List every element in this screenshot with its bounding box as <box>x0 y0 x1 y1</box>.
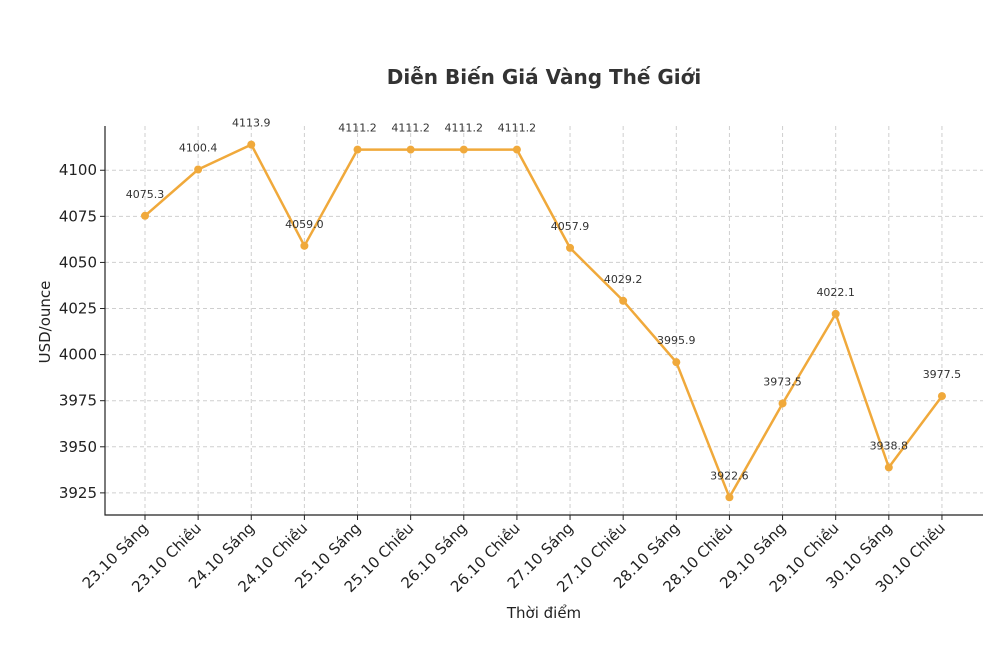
data-label: 4059.0 <box>285 218 324 231</box>
y-tick-label: 4100 <box>59 161 97 179</box>
data-point <box>672 358 681 367</box>
axis-spines <box>104 126 983 516</box>
chart-title: Diễn Biến Giá Vàng Thế Giới <box>387 65 702 89</box>
data-point <box>353 145 362 154</box>
data-point <box>194 165 203 174</box>
data-point <box>247 140 256 149</box>
data-label: 4100.4 <box>179 142 218 155</box>
data-point <box>884 463 893 472</box>
data-label: 4113.9 <box>232 117 271 130</box>
y-tick-label: 4000 <box>59 346 97 364</box>
data-label: 3995.9 <box>657 334 696 347</box>
y-axis-label: USD/ounce <box>36 281 54 364</box>
data-point <box>725 493 734 502</box>
grid <box>105 126 983 515</box>
data-label: 4111.2 <box>391 122 430 135</box>
data-label: 4111.2 <box>338 122 377 135</box>
data-label: 3922.6 <box>710 469 749 482</box>
data-label: 3938.8 <box>870 439 909 452</box>
data-point <box>937 392 946 401</box>
data-point <box>406 145 415 154</box>
data-label: 4111.2 <box>498 122 537 135</box>
data-point <box>619 296 628 305</box>
y-tick-label: 3950 <box>59 438 97 456</box>
y-tick-label: 4025 <box>59 300 97 318</box>
data-label: 4057.9 <box>551 220 590 233</box>
data-point <box>512 145 521 154</box>
y-tick-label: 3975 <box>59 392 97 410</box>
data-points <box>141 140 946 502</box>
y-tick-label: 4075 <box>59 207 97 225</box>
y-tick-label: 4050 <box>59 253 97 271</box>
x-axis-label: Thời điểm <box>506 604 581 622</box>
data-point <box>566 243 575 252</box>
y-tick-label: 3925 <box>59 484 97 502</box>
data-label: 4029.2 <box>604 273 643 286</box>
data-point <box>300 241 309 250</box>
data-label: 4075.3 <box>126 188 165 201</box>
data-point <box>141 211 149 220</box>
series-line <box>144 143 944 499</box>
data-label: 3977.5 <box>923 368 962 381</box>
data-point <box>831 309 840 318</box>
data-point <box>778 399 787 408</box>
series-line-group <box>144 143 944 499</box>
data-label: 4111.2 <box>445 122 484 135</box>
data-labels: 4075.3 4100.4 4113.9 4059.0 4111.2 4111.2 4111… <box>126 117 961 483</box>
data-label: 3973.5 <box>763 375 802 388</box>
data-point <box>459 145 468 154</box>
data-label: 4022.1 <box>816 286 855 299</box>
